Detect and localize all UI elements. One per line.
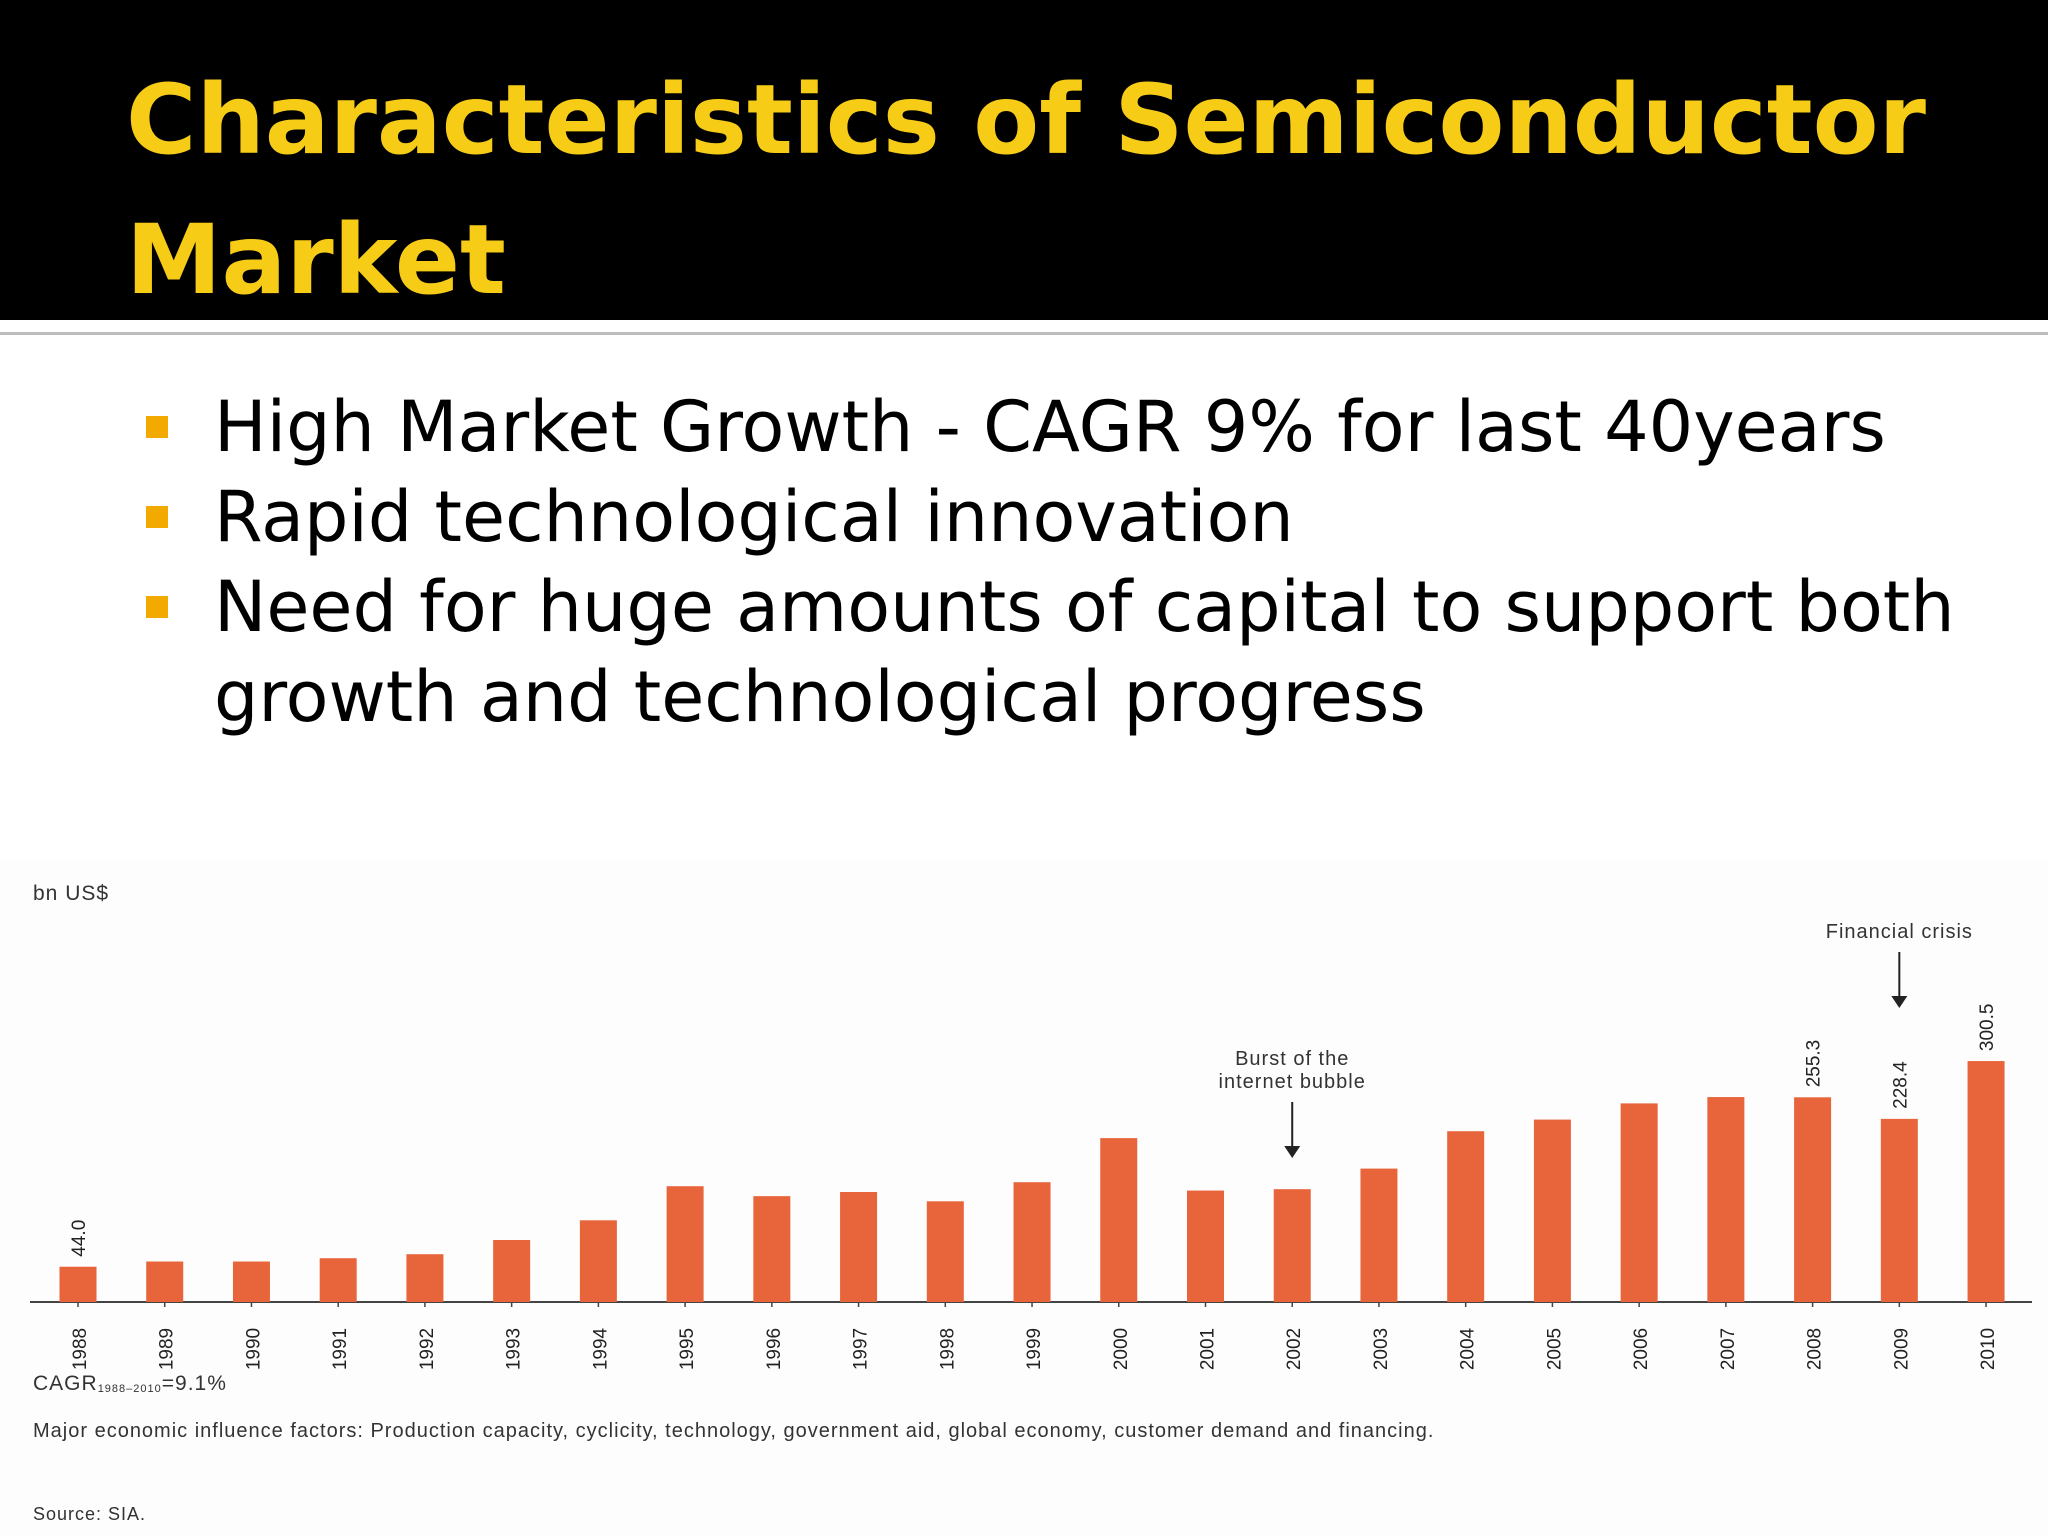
slide-title: Characteristics of Semiconductor Market <box>126 64 1926 316</box>
bullet-marker-icon <box>146 416 168 438</box>
bullet-text: High Market Growth - CAGR 9% for last 40… <box>214 386 1886 468</box>
bullet-list: High Market Growth - CAGR 9% for last 40… <box>140 382 2020 742</box>
bullet-item: Need for huge amounts of capital to supp… <box>140 562 2020 742</box>
bullet-text: Rapid technological innovation <box>214 476 1294 558</box>
cagr-note: CAGR1988–2010=9.1% <box>33 1372 227 1396</box>
title-divider <box>0 320 2048 324</box>
cagr-label: CAGR <box>33 1372 98 1395</box>
title-band <box>0 0 2048 320</box>
title-divider-line <box>0 332 2048 335</box>
bullet-marker-icon <box>146 596 168 618</box>
cagr-period: 1988–2010 <box>97 1383 162 1395</box>
y-axis-unit-label: bn US$ <box>33 882 110 905</box>
cagr-value: =9.1% <box>161 1372 227 1395</box>
influence-factors-note: Major economic influence factors: Produc… <box>33 1420 1435 1442</box>
bullet-text: Need for huge amounts of capital to supp… <box>214 566 1955 738</box>
source-note: Source: SIA. <box>33 1504 147 1524</box>
bullet-item: High Market Growth - CAGR 9% for last 40… <box>140 382 2020 472</box>
bullet-item: Rapid technological innovation <box>140 472 2020 562</box>
bullet-marker-icon <box>146 506 168 528</box>
